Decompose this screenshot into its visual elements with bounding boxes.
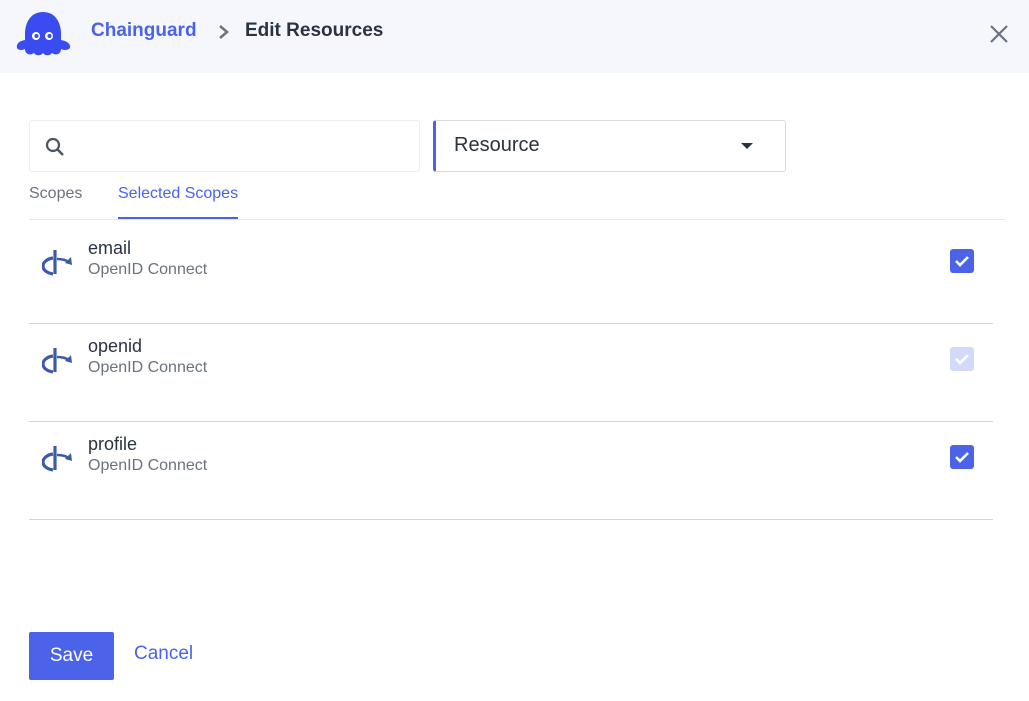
tabs-divider [29, 219, 1006, 220]
cancel-button[interactable]: Cancel [134, 643, 194, 664]
scope-provider: OpenID Connect [88, 457, 208, 474]
resource-dropdown-value: Resource [454, 134, 540, 156]
scope-row: openid OpenID Connect [29, 324, 993, 422]
openid-icon [42, 250, 72, 276]
search-field[interactable] [29, 120, 420, 172]
tab-selected-scopes[interactable]: Selected Scopes [118, 185, 239, 219]
page-title: Edit Resources [245, 20, 384, 41]
checkmark-icon [955, 354, 969, 365]
save-button[interactable]: Save [29, 632, 114, 680]
close-icon[interactable] [988, 23, 1010, 45]
openid-icon [42, 348, 72, 374]
scope-provider: OpenID Connect [88, 261, 208, 278]
chevron-right-icon [219, 25, 229, 39]
search-input[interactable] [80, 131, 400, 161]
scope-checkbox[interactable] [950, 249, 974, 273]
scope-checkbox [950, 347, 974, 371]
scope-row: email OpenID Connect [29, 226, 993, 324]
scope-row: profile OpenID Connect [29, 422, 993, 520]
scope-name: email [88, 238, 132, 258]
resource-dropdown[interactable]: Resource [433, 120, 786, 172]
scope-name: openid [88, 336, 143, 356]
scope-name: profile [88, 434, 138, 454]
scope-checkbox[interactable] [950, 445, 974, 469]
search-icon [45, 137, 64, 156]
breadcrumb-chainguard[interactable]: Chainguard [91, 20, 197, 41]
checkmark-icon [955, 256, 969, 267]
checkmark-icon [955, 452, 969, 463]
header: Chainguard Edit Resources [0, 0, 1029, 73]
chainguard-octopus-logo [16, 12, 71, 56]
tab-scopes[interactable]: Scopes [29, 185, 83, 202]
scope-provider: OpenID Connect [88, 359, 208, 376]
openid-icon [42, 446, 72, 472]
caret-down-icon [741, 143, 753, 149]
